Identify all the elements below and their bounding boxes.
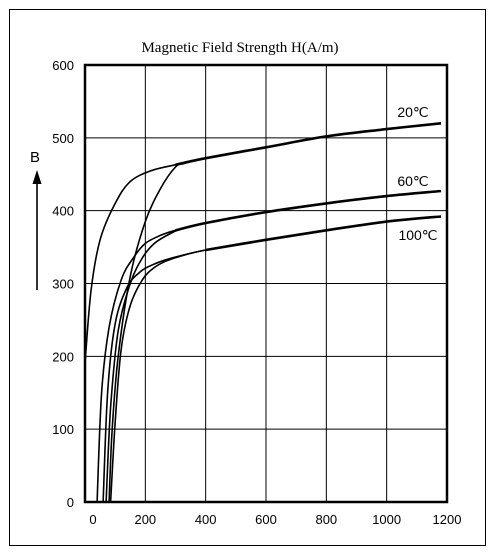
x-tick-label: 200	[134, 512, 156, 527]
series-3	[102, 215, 442, 503]
x-tick-label: 800	[315, 512, 337, 527]
y-tick-label: 300	[52, 277, 74, 292]
series-1	[84, 122, 442, 503]
plot-border	[83, 63, 449, 504]
y-tick-label: 500	[52, 131, 74, 146]
series-2	[96, 189, 442, 503]
series-upper-branch	[102, 215, 442, 503]
x-tick-label: 1000	[372, 512, 401, 527]
series-saturation	[175, 122, 442, 167]
chart-title: Magnetic Field Strength H(A/m)	[141, 40, 338, 56]
y-axis-label: B	[30, 149, 40, 166]
x-tick-labels: 0 200 400 600 800 1000 1200	[89, 512, 461, 527]
grid	[85, 65, 447, 502]
y-axis-arrow-head	[32, 170, 42, 184]
y-tick-label: 100	[52, 422, 74, 437]
series-label: 100℃	[398, 227, 437, 243]
y-tick-label: 200	[52, 349, 74, 364]
series-lower-branch	[109, 215, 442, 503]
y-tick-label: 0	[67, 495, 74, 510]
x-tick-label: 400	[195, 512, 217, 527]
series-group	[84, 122, 442, 503]
x-tick-label: 600	[255, 512, 277, 527]
chart-frame	[9, 9, 486, 546]
x-tick-label: 1200	[433, 512, 462, 527]
series-label: 60℃	[397, 173, 428, 189]
y-axis-label-group: B	[30, 149, 42, 290]
series-lower-branch	[108, 122, 442, 503]
y-tick-label: 400	[52, 204, 74, 219]
series-upper-branch	[96, 190, 442, 503]
x-tick-label: 0	[89, 512, 96, 527]
series-labels: 20℃ 60℃ 100℃	[397, 104, 437, 243]
series-saturation	[175, 189, 442, 232]
series-saturation	[205, 215, 442, 252]
y-tick-labels: 0 100 200 300 400 500 600	[52, 58, 74, 510]
series-label: 20℃	[397, 104, 428, 120]
y-tick-label: 600	[52, 58, 74, 73]
